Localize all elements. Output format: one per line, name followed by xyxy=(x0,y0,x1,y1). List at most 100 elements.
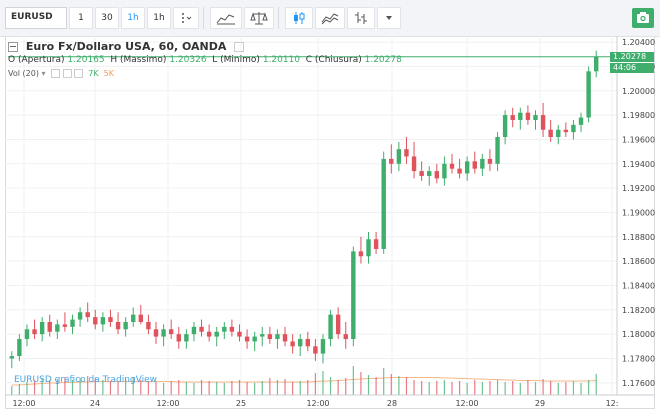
snapshot-button[interactable] xyxy=(632,8,654,28)
last-price-tag: 1.20278 xyxy=(610,51,654,62)
candle-body xyxy=(199,326,204,332)
candle-body xyxy=(404,149,409,157)
candle-body xyxy=(24,329,30,340)
candle-body xyxy=(396,149,402,164)
price-tick-label: 1.19600 xyxy=(622,135,655,144)
candle-body xyxy=(389,158,394,164)
collapse-legend-icon[interactable] xyxy=(8,42,18,52)
volume-bar xyxy=(383,368,385,395)
candle-body xyxy=(62,324,68,327)
volume-bar xyxy=(428,382,430,395)
volume-bar xyxy=(580,383,582,395)
candle-body xyxy=(168,329,174,335)
volume-bar xyxy=(223,383,225,395)
volume-bar xyxy=(79,378,81,395)
volume-bar xyxy=(254,383,256,395)
interval-1h-button[interactable]: 1h xyxy=(121,7,145,29)
volume-bar xyxy=(322,371,324,395)
area-style-button[interactable] xyxy=(315,7,345,29)
open-value: 1.20165 xyxy=(67,55,105,65)
candle-body xyxy=(260,334,265,337)
candle-body xyxy=(335,314,341,335)
volume-bar xyxy=(360,372,362,395)
price-axis[interactable]: 1.204001.202001.200001.198001.196001.194… xyxy=(616,36,655,395)
more-intervals-button[interactable] xyxy=(173,7,199,29)
candle-body xyxy=(419,171,424,176)
candle-body xyxy=(131,314,136,322)
price-tick-label: 1.20400 xyxy=(622,38,655,47)
toolbar-separator xyxy=(203,7,204,29)
price-tick-label: 1.18600 xyxy=(622,257,655,266)
volume-bar xyxy=(147,381,150,395)
volume-bar xyxy=(345,378,347,395)
legend-settings-icon[interactable] xyxy=(234,42,245,52)
volume-bar xyxy=(474,380,476,395)
bars-style-button[interactable] xyxy=(347,7,375,29)
volume-bar xyxy=(375,377,377,395)
volume-ma-group xyxy=(11,377,597,386)
interval-1-button[interactable]: 1 xyxy=(69,7,93,29)
volume-ma-value: 5K xyxy=(103,69,115,78)
price-tick-label: 1.20000 xyxy=(622,87,655,96)
volume-bar xyxy=(565,382,567,395)
time-tick-label: 12:00 xyxy=(156,399,179,408)
candle-body xyxy=(123,321,128,330)
candle-body xyxy=(138,314,144,322)
interval-30-button[interactable]: 30 xyxy=(95,7,119,29)
candle-body xyxy=(244,336,250,342)
price-tick-label: 1.19000 xyxy=(622,208,655,217)
volume-close-icon[interactable] xyxy=(74,69,84,78)
style-dropdown-button[interactable] xyxy=(377,7,401,29)
volume-dropdown-icon[interactable]: ▾ xyxy=(41,69,46,78)
chart-grid xyxy=(5,36,617,395)
candle-body xyxy=(343,334,348,340)
volume-bar xyxy=(352,366,354,395)
volume-bar xyxy=(550,381,552,395)
volume-bar xyxy=(102,380,104,395)
volume-bar xyxy=(588,380,590,395)
candle-body xyxy=(55,324,60,332)
volume-bar xyxy=(519,383,521,395)
candle-body xyxy=(100,317,106,325)
chart-pane[interactable] xyxy=(5,36,655,409)
volume-bar xyxy=(557,383,559,395)
candle-body xyxy=(442,163,447,179)
candles-style-button[interactable] xyxy=(285,7,313,29)
volume-legend: Vol (20) ▾ 7K 5K xyxy=(8,69,114,78)
legend-title-row: Euro Fx/Dollaro USA, 60, OANDA xyxy=(8,40,402,53)
candle-body xyxy=(9,356,14,359)
compare-button[interactable] xyxy=(244,7,274,29)
vertical-dots-icon xyxy=(182,13,192,23)
price-tick-label: 1.17800 xyxy=(622,354,655,363)
time-axis[interactable]: 12:00 24 12:00 25 12:00 28 12:00 29 12: xyxy=(5,394,655,408)
time-tick-label: 28 xyxy=(387,399,397,408)
volume-bar xyxy=(504,382,506,395)
candle-body xyxy=(222,326,227,332)
low-value: 1.20110 xyxy=(262,55,301,65)
toolbar-controls: EURUSD 1 30 1h 1h xyxy=(5,6,401,30)
candle-body xyxy=(252,336,257,342)
volume-bar xyxy=(299,381,301,395)
volume-label: Vol (20) xyxy=(8,69,39,78)
volume-bar xyxy=(170,381,172,395)
volume-bar xyxy=(155,382,157,395)
candle-body xyxy=(275,334,280,340)
symbol-input[interactable]: EURUSD xyxy=(5,7,67,29)
candle-body xyxy=(32,329,37,335)
candle-body xyxy=(548,129,553,138)
volume-toggle-icon[interactable] xyxy=(51,69,61,78)
volume-settings-icon[interactable] xyxy=(62,69,72,78)
candle-body xyxy=(17,339,22,357)
candle-body xyxy=(358,251,364,257)
candle-body xyxy=(237,331,242,337)
ohlc-row: O (Apertura) 1.20165 H (Massimo) 1.20326… xyxy=(8,55,402,65)
volume-bar xyxy=(18,384,20,395)
indicators-button[interactable] xyxy=(210,7,242,29)
volume-bar xyxy=(512,381,514,395)
interval-1h-secondary-button[interactable]: 1h xyxy=(147,7,171,29)
tradingview-watermark-link[interactable]: EURUSD grafico da TradingView xyxy=(14,375,157,385)
volume-bars xyxy=(11,366,597,395)
volume-bar xyxy=(329,377,332,395)
candle-body xyxy=(47,321,52,332)
